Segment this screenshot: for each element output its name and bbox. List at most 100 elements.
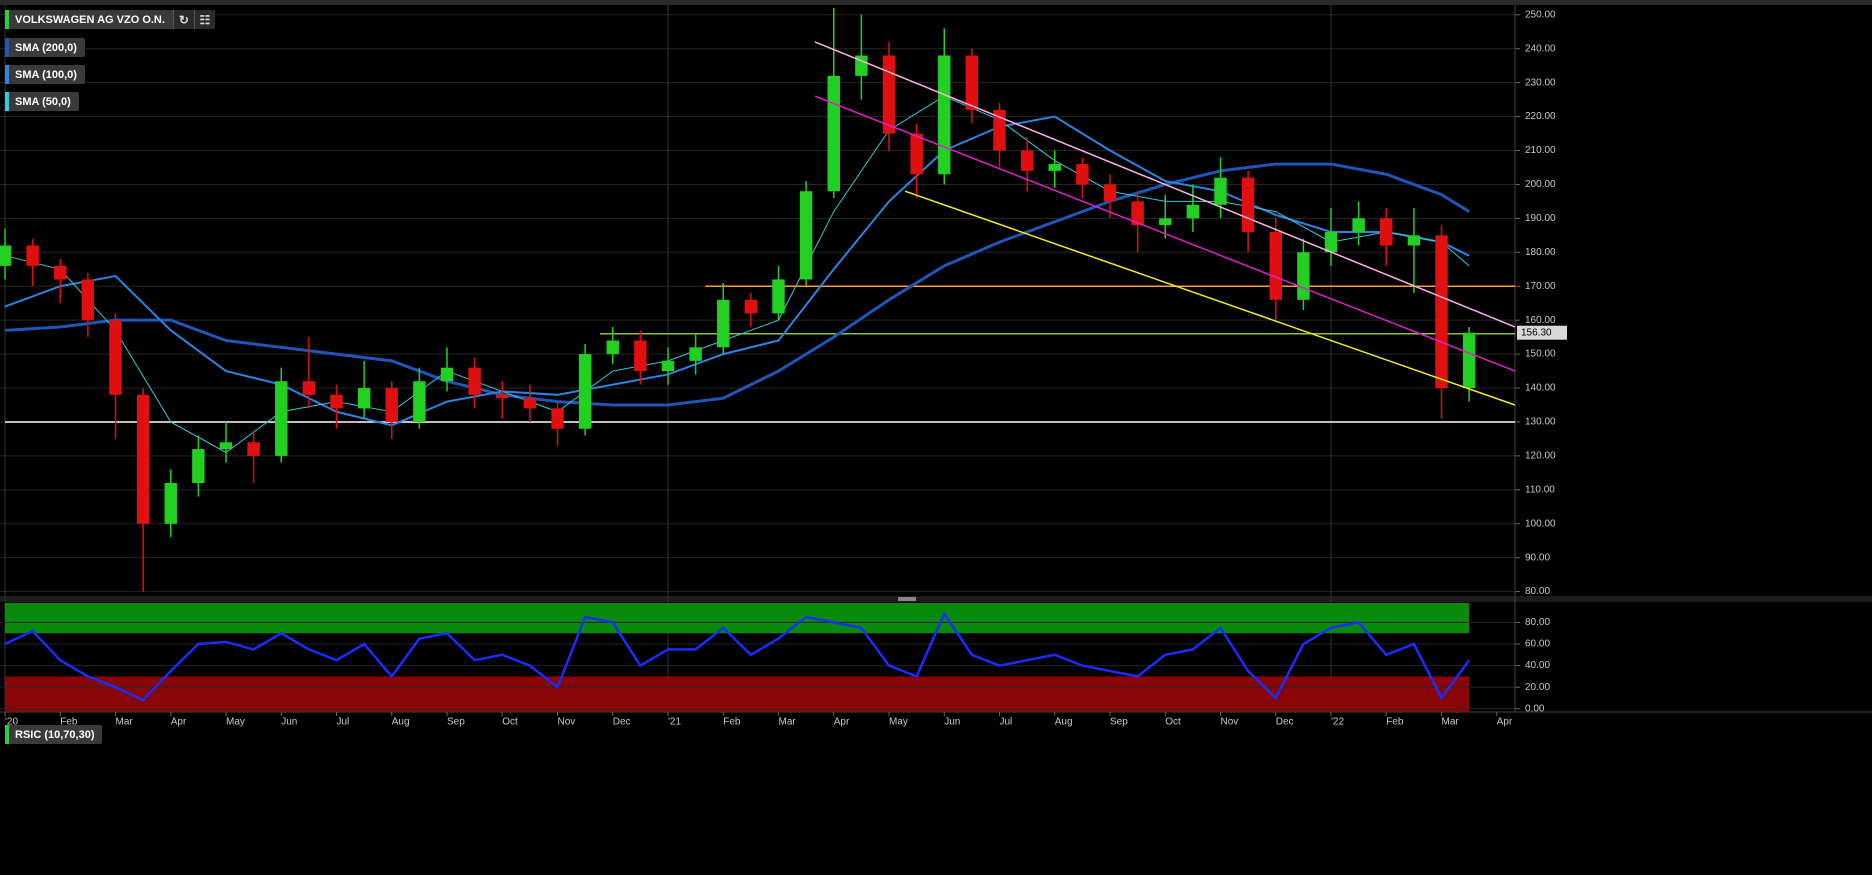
x-tick-label: '22: [1331, 717, 1344, 728]
x-tick-label: Apr: [171, 717, 187, 728]
candle-body: [606, 340, 619, 355]
candle-body: [1020, 150, 1034, 171]
x-tick-label: May: [889, 717, 908, 728]
candle-body: [1269, 231, 1282, 300]
candle-body: [440, 367, 454, 382]
candle-body: [910, 133, 923, 175]
x-tick-label: Sep: [447, 717, 465, 728]
x-tick-label: Feb: [723, 717, 741, 728]
legend-text: RSIC (10,70,30): [15, 728, 95, 741]
candle-body: [219, 442, 233, 450]
y-tick-label: 230.00: [1525, 77, 1556, 88]
candle-body: [938, 55, 951, 175]
splitter-handle[interactable]: [898, 597, 916, 601]
candle-body: [1131, 201, 1144, 226]
y-tick-label: 200.00: [1525, 179, 1556, 190]
menu-button[interactable]: ☷: [193, 10, 215, 29]
candle-body: [1159, 218, 1172, 226]
y-tick-label: 160.00: [1525, 315, 1556, 326]
x-tick-label: Mar: [779, 717, 797, 728]
candle-body: [413, 381, 426, 422]
candle-body: [81, 279, 95, 321]
candle-body: [1103, 184, 1117, 202]
candle-body: [1076, 164, 1089, 185]
candle-body: [1380, 218, 1393, 246]
legend-rsi[interactable]: RSIC (10,70,30): [5, 725, 103, 744]
legend-sma200[interactable]: SMA (200,0): [5, 38, 85, 57]
y-tick-label: 60.00: [1525, 639, 1550, 650]
y-tick-label: 80.00: [1525, 586, 1550, 597]
last-price-label: 156.30: [1521, 327, 1552, 338]
legend-sma50[interactable]: SMA (50,0): [5, 92, 79, 111]
candle-body: [275, 381, 288, 456]
y-tick-label: 110.00: [1525, 484, 1555, 495]
candle-body: [965, 55, 979, 110]
candle-body: [468, 367, 481, 395]
sma-line: [4, 95, 1470, 454]
sma-line: [4, 115, 1470, 427]
y-tick-label: 210.00: [1525, 145, 1556, 156]
y-tick-label: 140.00: [1525, 383, 1556, 394]
y-tick-label: 150.00: [1525, 349, 1556, 360]
trend-line: [814, 41, 1516, 328]
candle-body: [1214, 177, 1227, 205]
candle-body: [717, 299, 730, 348]
x-tick-label: Jul: [1000, 717, 1013, 728]
legend-swatch: [5, 10, 9, 29]
candle-body: [109, 320, 122, 395]
candle-body: [634, 340, 647, 372]
top-strip: [0, 0, 1872, 5]
candle-body: [799, 191, 813, 280]
panel-divider: [0, 596, 1872, 602]
candle-body: [1241, 177, 1255, 232]
legend-text: SMA (200,0): [15, 41, 77, 54]
x-tick-label: Sep: [1110, 717, 1128, 728]
legend-swatch: [5, 38, 9, 57]
candle-body: [1048, 164, 1061, 171]
legend-sma100[interactable]: SMA (100,0): [5, 65, 85, 84]
candle-body: [993, 109, 1006, 151]
y-tick-label: 240.00: [1525, 43, 1556, 54]
x-tick-label: Mar: [116, 717, 134, 728]
y-tick-label: 100.00: [1525, 518, 1556, 529]
overbought-zone: [5, 603, 1470, 634]
y-tick-label: 20.00: [1525, 682, 1550, 693]
candle-body: [661, 360, 675, 372]
candle-body: [772, 279, 785, 314]
y-tick-label: 130.00: [1525, 417, 1556, 428]
candle-body: [1324, 231, 1338, 253]
y-tick-label: 180.00: [1525, 247, 1556, 258]
y-tick-label: 190.00: [1525, 213, 1556, 224]
x-tick-label: May: [226, 717, 245, 728]
y-tick-label: 40.00: [1525, 660, 1550, 671]
legend-text: VOLKSWAGEN AG VZO O.N.: [15, 13, 165, 26]
refresh-button[interactable]: ↻: [172, 10, 194, 29]
candle-body: [827, 75, 840, 192]
trend-line: [904, 190, 1516, 406]
last-price-tag: [1517, 325, 1567, 340]
candle-body: [551, 408, 564, 429]
x-tick-label: Jun: [944, 717, 960, 728]
y-tick-label: 120.00: [1525, 451, 1556, 462]
candle-body: [496, 394, 509, 399]
y-tick-label: 90.00: [1525, 552, 1550, 563]
candle-body: [164, 483, 177, 524]
candle-body: [1462, 332, 1476, 389]
x-tick-label: Oct: [502, 717, 518, 728]
candle-body: [54, 265, 67, 280]
candle-body: [1352, 218, 1365, 232]
candle-body: [247, 442, 260, 456]
x-tick-label: Dec: [1276, 717, 1294, 728]
y-tick-label: 0.00: [1525, 703, 1545, 714]
legend-swatch: [5, 65, 9, 84]
y-tick-label: 170.00: [1525, 281, 1556, 292]
x-tick-label: Apr: [834, 717, 850, 728]
candle-body: [1435, 235, 1448, 389]
candle-body: [1297, 252, 1310, 300]
sma-line: [4, 162, 1470, 407]
legend-title[interactable]: VOLKSWAGEN AG VZO O.N. ↻ ☷: [5, 10, 215, 29]
y-tick-label: 220.00: [1525, 111, 1556, 122]
trend-line: [814, 95, 1516, 372]
